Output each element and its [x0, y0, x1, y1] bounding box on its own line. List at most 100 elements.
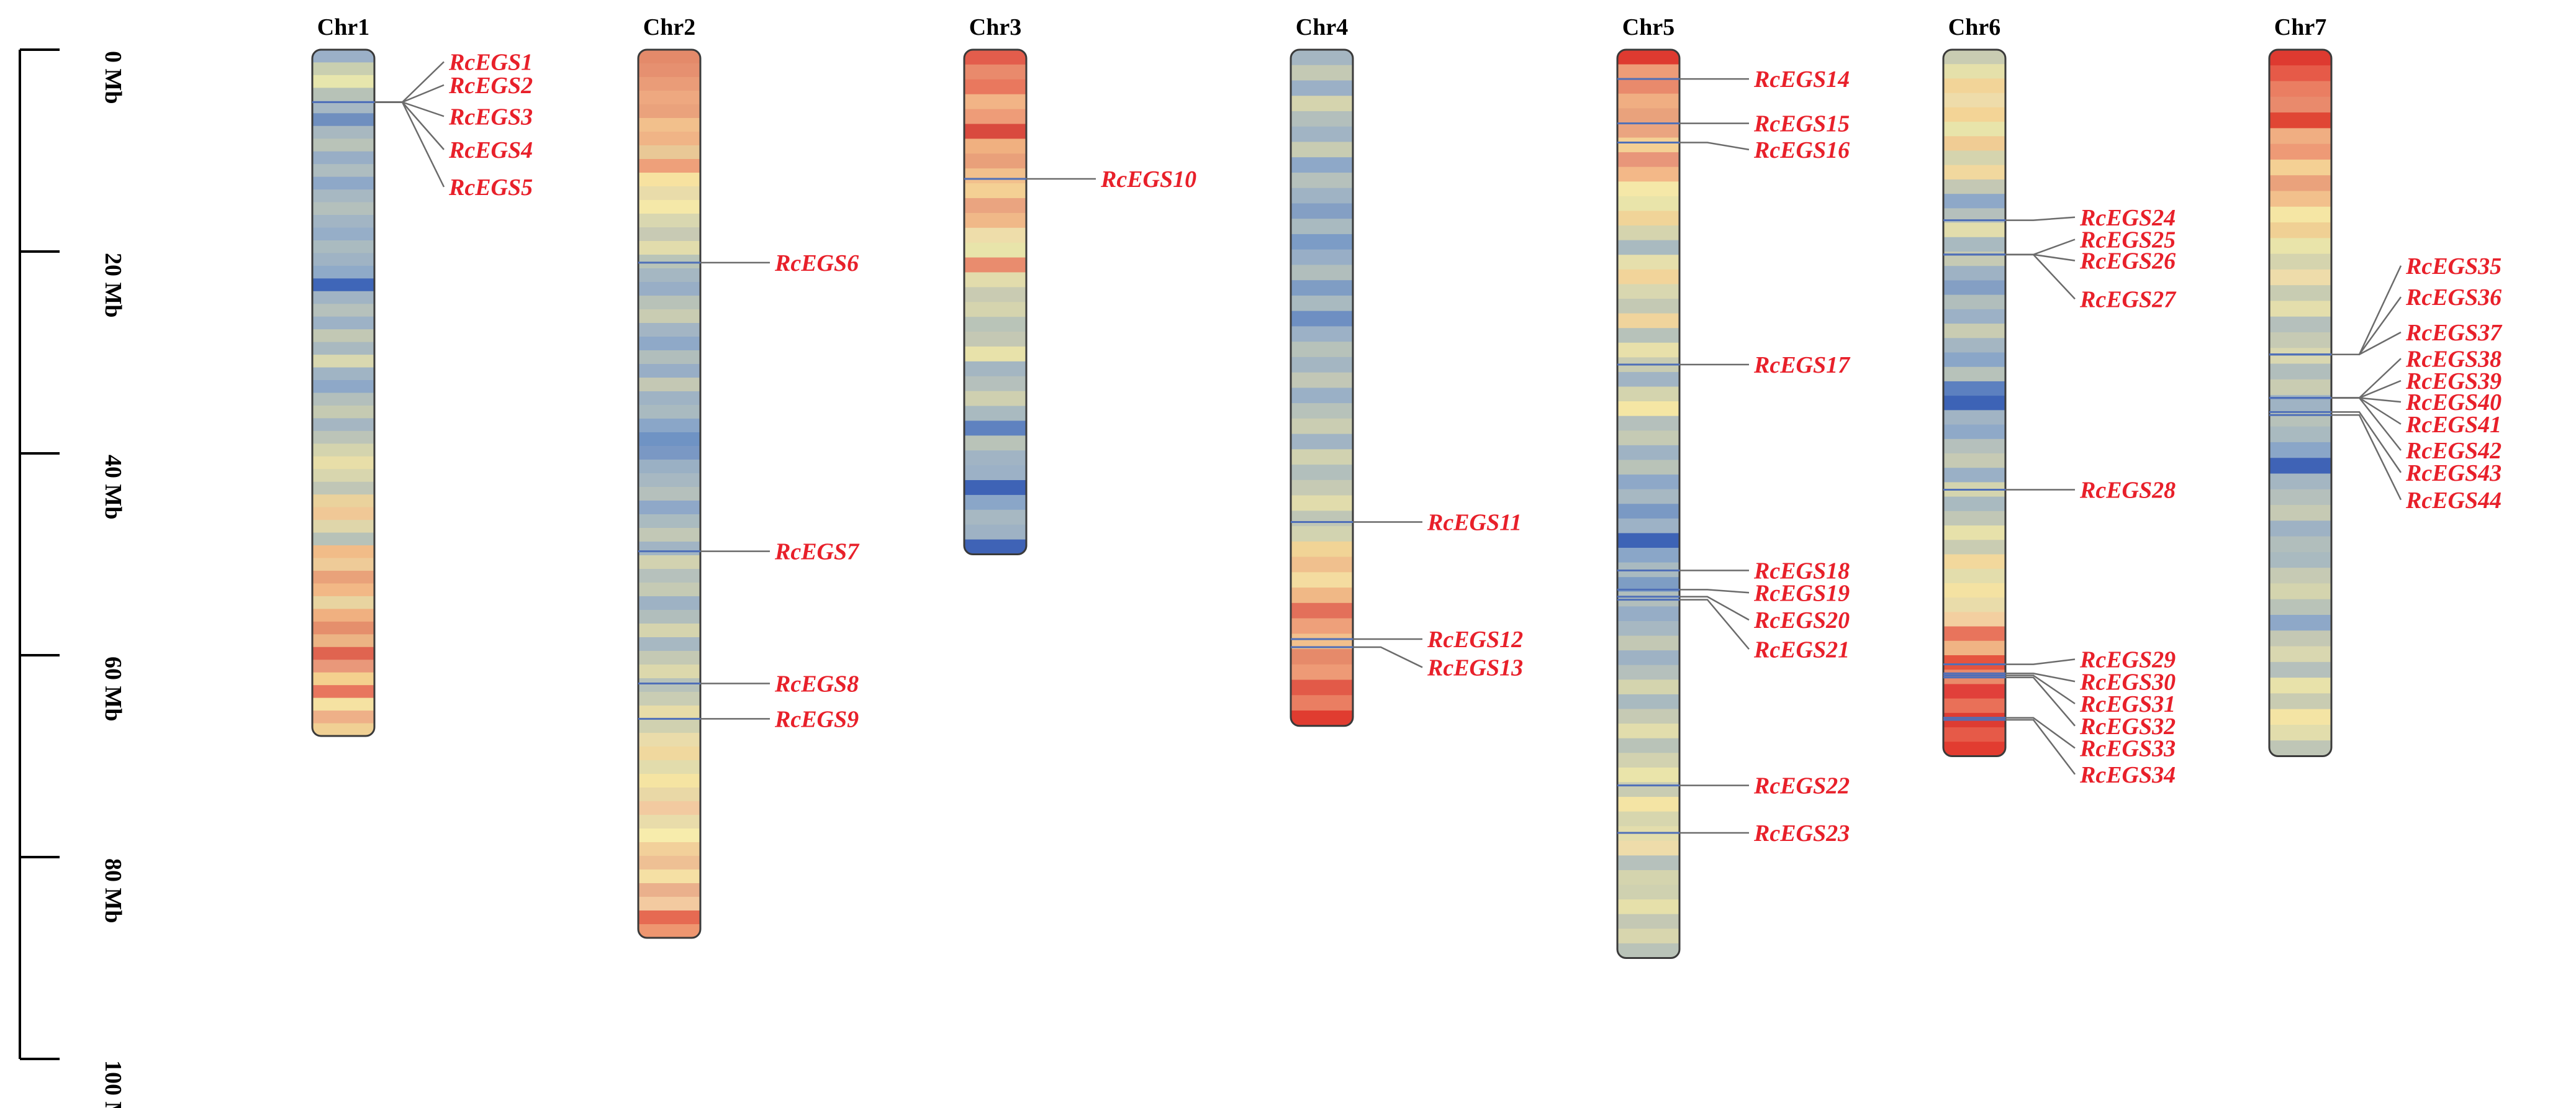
density-band	[638, 227, 700, 242]
density-bands	[1291, 50, 1353, 726]
density-band	[2269, 191, 2331, 207]
density-band	[312, 380, 374, 394]
density-band	[638, 323, 700, 337]
density-band	[1943, 525, 2005, 540]
density-band	[2269, 489, 2331, 506]
density-band	[1617, 284, 1679, 299]
density-band	[964, 302, 1026, 317]
gene-rcegs24: RcEGS24	[1943, 205, 2176, 231]
density-band	[1617, 342, 1679, 358]
gene-label: RcEGS29	[2079, 647, 2176, 673]
density-band	[312, 50, 374, 63]
density-band	[1291, 50, 1353, 66]
density-band	[638, 391, 700, 406]
gene-label: RcEGS17	[1753, 352, 1851, 378]
density-band	[312, 494, 374, 508]
density-band	[2269, 678, 2331, 694]
density-band	[638, 569, 700, 583]
gene-label: RcEGS4	[448, 137, 533, 163]
density-band	[1291, 342, 1353, 358]
density-band	[638, 268, 700, 283]
density-band	[1617, 401, 1679, 417]
density-band	[964, 406, 1026, 422]
gene-connector	[2331, 296, 2402, 355]
gene-label: RcEGS8	[774, 671, 859, 697]
density-band	[1943, 684, 2005, 699]
gene-label: RcEGS21	[1753, 637, 1850, 663]
density-band	[964, 317, 1026, 332]
density-band	[1291, 157, 1353, 173]
density-band	[2269, 253, 2331, 270]
density-band	[312, 278, 374, 292]
gene-connector	[2005, 674, 2076, 705]
density-band	[1943, 222, 2005, 238]
gene-connector	[2005, 238, 2076, 256]
density-band	[1291, 80, 1353, 96]
density-band	[1291, 588, 1353, 604]
gene-label: RcEGS7	[774, 539, 860, 565]
density-band	[1291, 249, 1353, 266]
gene-rcegs10: RcEGS10	[964, 166, 1196, 193]
density-band	[312, 481, 374, 495]
density-band	[1291, 280, 1353, 296]
density-band	[1291, 418, 1353, 435]
density-band	[1291, 172, 1353, 189]
density-band	[2269, 128, 2331, 145]
gene-rcegs6: RcEGS6	[638, 250, 859, 276]
density-band	[1943, 309, 2005, 324]
density-band	[312, 113, 374, 127]
density-band	[964, 287, 1026, 302]
density-band	[1617, 430, 1679, 446]
density-band	[964, 50, 1026, 65]
density-band	[1617, 108, 1679, 124]
density-band	[638, 528, 700, 542]
density-band	[1291, 188, 1353, 204]
density-band	[964, 109, 1026, 125]
density-band	[1943, 468, 2005, 483]
density-band	[1617, 196, 1679, 212]
density-band	[638, 583, 700, 597]
density-band	[1291, 372, 1353, 388]
density-band	[1943, 727, 2005, 742]
density-band	[1617, 211, 1679, 226]
density-band	[1291, 142, 1353, 158]
density-band	[1291, 403, 1353, 419]
gene-rcegs22: RcEGS22	[1617, 773, 1850, 799]
density-band	[638, 337, 700, 351]
density-band	[1291, 465, 1353, 481]
density-band	[1943, 324, 2005, 338]
density-band	[638, 774, 700, 788]
gene-label: RcEGS23	[1753, 820, 1850, 847]
gene-connector	[2331, 397, 2402, 425]
density-band	[1291, 541, 1353, 558]
density-band	[964, 346, 1026, 362]
density-band	[2269, 505, 2331, 521]
density-band	[312, 672, 374, 686]
density-band	[2269, 379, 2331, 396]
density-band	[1943, 237, 2005, 252]
chromosome-outline	[637, 48, 702, 939]
density-band	[312, 75, 374, 88]
density-band	[638, 487, 700, 501]
density-band	[2269, 442, 2331, 458]
density-band	[1291, 311, 1353, 327]
gene-rcegs43: RcEGS43	[2269, 411, 2501, 486]
gene-connector	[2005, 717, 2076, 749]
chromosome-label: Chr7	[2274, 14, 2326, 40]
density-band	[1617, 679, 1679, 695]
gene-rcegs9: RcEGS9	[638, 706, 859, 732]
gene-connector	[2005, 673, 2076, 683]
density-band	[1617, 255, 1679, 270]
density-band	[2269, 552, 2331, 568]
density-band	[312, 393, 374, 406]
density-band	[638, 378, 700, 392]
density-band	[964, 450, 1026, 466]
density-band	[312, 265, 374, 279]
density-band	[638, 145, 700, 160]
density-band	[2269, 568, 2331, 584]
density-band	[638, 678, 700, 692]
chromosome-outline	[1942, 48, 2007, 757]
density-band	[312, 609, 374, 622]
density-band	[2269, 143, 2331, 160]
density-band	[1291, 556, 1353, 573]
